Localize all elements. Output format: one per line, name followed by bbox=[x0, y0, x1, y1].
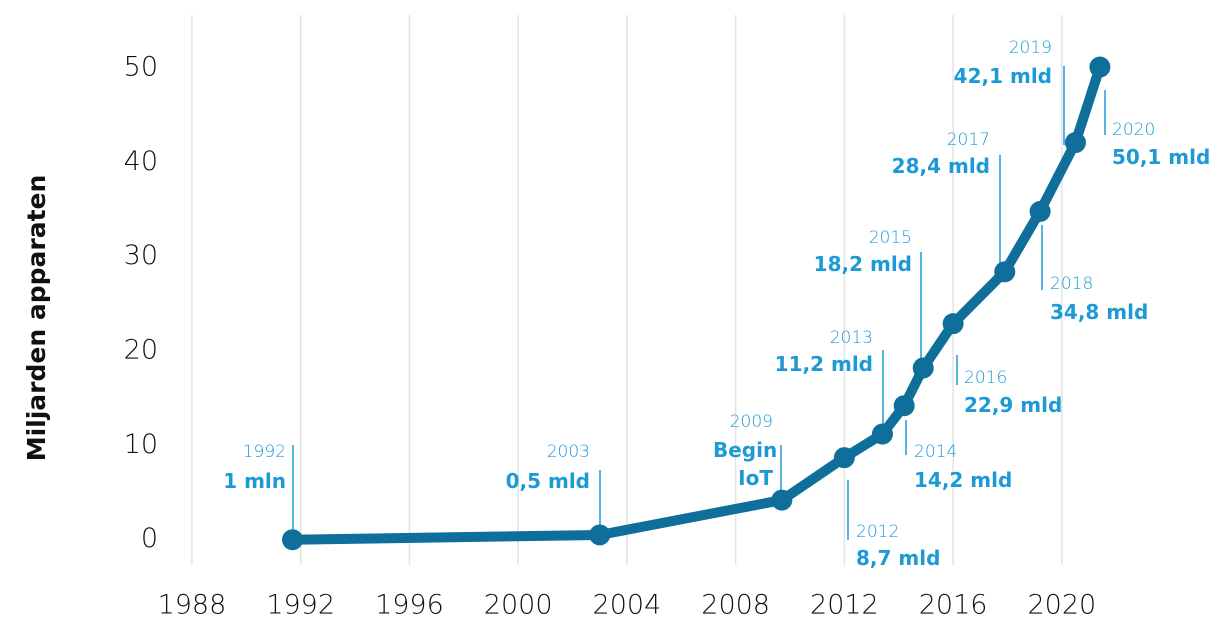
point bbox=[912, 357, 934, 379]
point bbox=[871, 423, 893, 445]
annotation-year: 1992 bbox=[242, 442, 286, 462]
point bbox=[771, 489, 793, 511]
y-tick-label: 50 bbox=[124, 52, 158, 83]
x-tick-label: 2016 bbox=[919, 590, 988, 620]
annotation-label: 11,2 mld bbox=[774, 352, 873, 376]
annotation-year: 2016 bbox=[964, 368, 1008, 388]
y-tick-label: 20 bbox=[124, 335, 158, 366]
annotation-label: 8,7 mld bbox=[856, 546, 941, 570]
x-tick-label: 1992 bbox=[266, 590, 335, 620]
point bbox=[942, 313, 964, 335]
annotation-label: 42,1 mld bbox=[953, 64, 1052, 88]
annotation-label: 22,9 mld bbox=[964, 393, 1063, 417]
point bbox=[1029, 200, 1051, 222]
grid bbox=[191, 15, 1063, 565]
annotation-year: 2015 bbox=[868, 228, 912, 248]
annotation-label: 14,2 mld bbox=[914, 468, 1013, 492]
point bbox=[1089, 56, 1111, 78]
annotation-year: 2014 bbox=[914, 442, 958, 462]
annotation-label: 50,1 mld bbox=[1112, 145, 1211, 169]
point bbox=[1064, 132, 1086, 154]
annotation-label: Begin IoT bbox=[713, 438, 778, 490]
annotation-label: 0,5 mld bbox=[505, 469, 590, 493]
annotation-year: 2018 bbox=[1050, 274, 1094, 294]
x-tick-label: 1988 bbox=[158, 590, 227, 620]
annotation-year: 2019 bbox=[1008, 38, 1052, 58]
x-tick-label: 1996 bbox=[375, 590, 444, 620]
x-tick-label: 2012 bbox=[810, 590, 879, 620]
point bbox=[282, 529, 304, 551]
annotation-year: 2020 bbox=[1112, 120, 1156, 140]
point bbox=[994, 261, 1016, 283]
y-tick-label: 0 bbox=[141, 523, 158, 554]
x-tick-label: 2020 bbox=[1027, 590, 1096, 620]
annotation-label: 18,2 mld bbox=[813, 252, 912, 276]
y-tick-label: 40 bbox=[124, 146, 158, 177]
point bbox=[589, 524, 611, 546]
annotation-year: 2012 bbox=[856, 522, 900, 542]
annotation-year: 2013 bbox=[829, 328, 873, 348]
x-tick-label: 2008 bbox=[701, 590, 770, 620]
annotation-label: 28,4 mld bbox=[891, 154, 990, 178]
x-tick-label: 2000 bbox=[484, 590, 553, 620]
annotation-year: 2003 bbox=[546, 442, 590, 462]
point bbox=[893, 395, 915, 417]
annotation-year: 2017 bbox=[946, 130, 990, 150]
annotation-label: 34,8 mld bbox=[1050, 300, 1149, 324]
annotation-label: 1 mln bbox=[223, 469, 286, 493]
leader-lines bbox=[292, 66, 1106, 540]
line bbox=[292, 65, 1105, 545]
y-axis-title: Miljarden apparaten bbox=[22, 175, 51, 462]
y-tick-label: 10 bbox=[124, 429, 158, 460]
annotation-year: 2009 bbox=[729, 412, 773, 432]
x-tick-label: 2004 bbox=[593, 590, 662, 620]
y-tick-label: 30 bbox=[124, 240, 158, 271]
point bbox=[833, 447, 855, 469]
